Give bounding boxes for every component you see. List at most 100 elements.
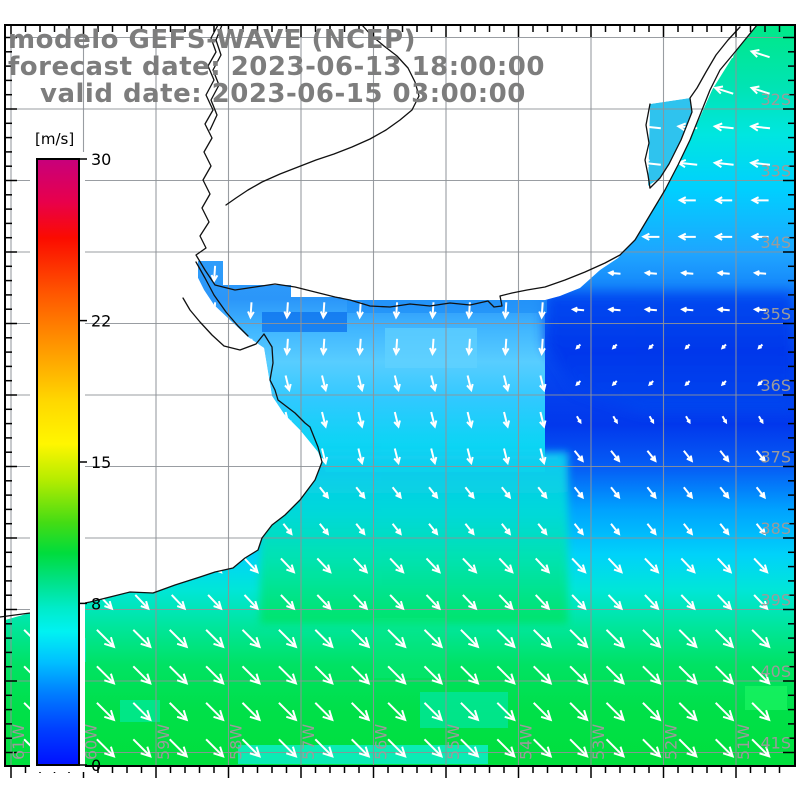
wind-arrow bbox=[132, 629, 152, 649]
lat-label: 39S bbox=[760, 591, 791, 610]
wind-arrow bbox=[387, 738, 407, 758]
river-delta-channel bbox=[195, 261, 249, 337]
wind-arrow bbox=[96, 665, 116, 685]
wind-arrow bbox=[241, 665, 262, 685]
wind-arrow bbox=[501, 338, 510, 356]
wind-arrow bbox=[132, 702, 152, 722]
wind-arrow bbox=[319, 523, 330, 536]
wind-arrow bbox=[391, 523, 402, 536]
colorbar-tick-label: 8 bbox=[91, 594, 101, 613]
lat-label: 32S bbox=[760, 90, 791, 109]
wind-arrow bbox=[423, 665, 444, 685]
wind-arrow bbox=[356, 302, 364, 320]
wind-arrow bbox=[278, 738, 298, 758]
wind-arrow bbox=[132, 738, 152, 758]
wind-arrow bbox=[683, 486, 694, 500]
wind-arrow bbox=[429, 302, 437, 320]
wind-arrow bbox=[278, 702, 298, 722]
wind-arrow bbox=[678, 629, 698, 649]
wind-arrow bbox=[387, 702, 407, 722]
title-block: modelo GEFS-WAVE (NCEP) forecast date: 2… bbox=[8, 25, 544, 109]
wind-arrow bbox=[752, 270, 767, 277]
wind-arrow bbox=[612, 415, 618, 425]
wind-arrow bbox=[575, 380, 582, 387]
wind-arrow bbox=[611, 380, 618, 387]
coastline-main bbox=[195, 24, 758, 308]
wind-arrow bbox=[498, 557, 514, 574]
lon-label: 53W bbox=[589, 724, 608, 760]
wind-arrow bbox=[391, 486, 402, 500]
wind-arrow bbox=[678, 702, 698, 722]
wind-arrow bbox=[247, 302, 255, 320]
wind-arrow bbox=[648, 380, 654, 387]
wind-arrow bbox=[243, 594, 259, 611]
wind-arrow bbox=[168, 629, 189, 649]
wind-arrow bbox=[757, 380, 764, 387]
teal-cell-patch bbox=[373, 618, 445, 678]
wind-arrow bbox=[502, 411, 511, 429]
wind-arrow bbox=[755, 523, 766, 536]
wind-arrow bbox=[753, 594, 769, 611]
wind-arrow bbox=[464, 523, 475, 536]
wind-arrow bbox=[241, 702, 262, 722]
wind-arrow bbox=[641, 232, 660, 241]
wind-arrow bbox=[314, 629, 334, 649]
wind-arrow bbox=[607, 594, 623, 611]
lat-label: 37S bbox=[760, 448, 791, 467]
wind-arrow bbox=[429, 375, 438, 393]
wind-arrow bbox=[205, 738, 225, 758]
wind-arrow bbox=[677, 196, 696, 205]
wind-arrow bbox=[241, 738, 262, 758]
wind-arrow bbox=[356, 338, 364, 356]
wind-arrow bbox=[207, 594, 223, 611]
wind-arrow bbox=[278, 629, 298, 649]
wind-arrow bbox=[757, 343, 764, 350]
wind-arrow bbox=[170, 594, 187, 611]
wind-arrow bbox=[646, 523, 657, 536]
wind-arrow bbox=[460, 738, 480, 758]
lon-label: 57W bbox=[299, 724, 318, 760]
lat-label: 38S bbox=[760, 519, 791, 538]
wind-arrow bbox=[712, 122, 734, 132]
wind-arrow bbox=[685, 415, 691, 425]
wind-arrow bbox=[750, 196, 769, 205]
wind-arrow bbox=[538, 338, 546, 356]
wind-arrow bbox=[357, 411, 365, 429]
wind-arrow bbox=[750, 232, 769, 241]
wind-arrow bbox=[680, 270, 694, 277]
wind-arrow bbox=[387, 629, 407, 649]
estuary-dark-cell-band bbox=[262, 312, 347, 332]
wind-arrow bbox=[425, 594, 441, 611]
wind-arrow bbox=[465, 338, 474, 356]
coastline bbox=[0, 24, 758, 618]
wind-arrow bbox=[716, 594, 733, 611]
wind-arrow bbox=[752, 306, 767, 313]
wind-arrow bbox=[719, 523, 730, 536]
wind-arrow bbox=[642, 629, 662, 649]
wind-arrow bbox=[466, 448, 474, 466]
wind-arrow bbox=[319, 486, 330, 500]
wind-arrow bbox=[749, 122, 771, 132]
wind-arrow bbox=[502, 375, 511, 393]
wind-arrow bbox=[569, 665, 589, 685]
wind-arrow bbox=[280, 594, 296, 611]
wind-arrow bbox=[642, 738, 662, 758]
wind-arrow bbox=[610, 486, 621, 500]
wind-arrow bbox=[319, 338, 328, 356]
wind-arrow bbox=[605, 702, 626, 722]
wind-arrow bbox=[537, 523, 548, 536]
wind-arrow bbox=[462, 557, 478, 574]
wind-arrow bbox=[749, 158, 771, 169]
wind-arrow bbox=[96, 702, 116, 722]
wind-arrow bbox=[720, 343, 727, 350]
lon-label: 51W bbox=[734, 724, 753, 760]
wind-arrow bbox=[496, 738, 516, 758]
wind-arrow bbox=[532, 629, 553, 649]
lon-label: 59W bbox=[154, 724, 173, 760]
wind-arrow bbox=[713, 85, 734, 95]
lagoon-inner-shore bbox=[649, 26, 741, 189]
wind-arrow bbox=[607, 306, 621, 313]
valid-date-text: valid date: 2023-06-15 03:00:00 bbox=[40, 79, 526, 109]
wind-arrow bbox=[320, 448, 329, 466]
colorbar-unit-label: [m/s] bbox=[35, 130, 74, 148]
